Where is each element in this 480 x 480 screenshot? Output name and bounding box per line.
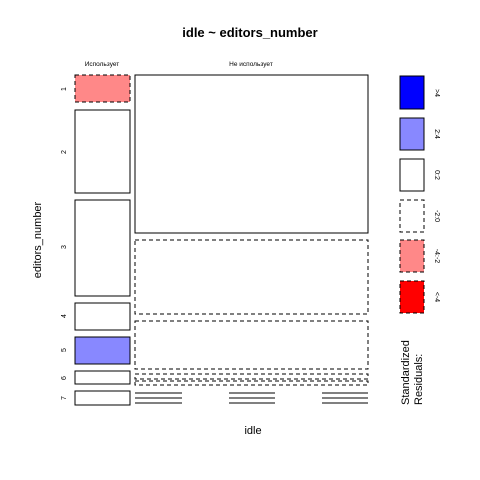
legend-label-2-4: 2:4 (433, 129, 440, 139)
column-label-not-uses: Не использует (229, 61, 273, 68)
row-label-4: 4 (61, 314, 68, 318)
legend-swatch-neg2-0 (399, 199, 425, 233)
legend-swatch-neg4-neg2 (399, 239, 425, 273)
legend-swatch-0-2 (399, 158, 425, 192)
cell-uses-4 (74, 302, 131, 331)
cell-uses-2 (74, 109, 131, 194)
cell-not-uses-1-2 (134, 74, 369, 234)
y-axis-label: editors_number (32, 201, 44, 278)
cell-uses-3 (74, 199, 131, 297)
cell-uses-1 (74, 74, 131, 103)
chart-title: idle ~ editors_number (182, 25, 317, 40)
x-axis-label: idle (244, 425, 261, 437)
cell-not-uses-3 (134, 239, 369, 315)
row-label-6: 6 (61, 376, 68, 380)
legend-swatch-lt-neg4 (399, 280, 425, 314)
row-label-2: 2 (61, 150, 68, 154)
cell-not-uses-6b (134, 380, 369, 386)
row-label-3: 3 (61, 245, 68, 249)
legend-swatch-2-4 (399, 117, 425, 151)
row-label-7: 7 (61, 396, 68, 400)
column-label-uses: Использует (85, 61, 120, 68)
cell-not-uses-7 (135, 392, 368, 404)
legend-title-line2: Residuals: (413, 354, 425, 405)
legend-label-neg2-0: -2:0 (433, 210, 440, 222)
row-label-1: 1 (61, 87, 68, 91)
cell-not-uses-4-5 (134, 320, 369, 370)
cell-uses-7 (74, 390, 131, 406)
legend-swatch-gt4 (399, 75, 425, 110)
legend: >4 2:4 0:2 -2:0 -4:-2 <-4 Standardized R… (399, 75, 440, 405)
legend-title-line1: Standardized (400, 340, 412, 405)
cell-not-uses-6 (134, 373, 369, 380)
legend-label-lt-neg4: <-4 (433, 292, 440, 302)
legend-label-gt4: >4 (433, 89, 440, 97)
legend-label-0-2: 0:2 (433, 170, 440, 180)
cell-uses-6 (74, 370, 131, 385)
cell-uses-5 (74, 336, 131, 365)
row-label-5: 5 (61, 348, 68, 352)
legend-label-neg4-neg2: -4:-2 (433, 249, 440, 264)
